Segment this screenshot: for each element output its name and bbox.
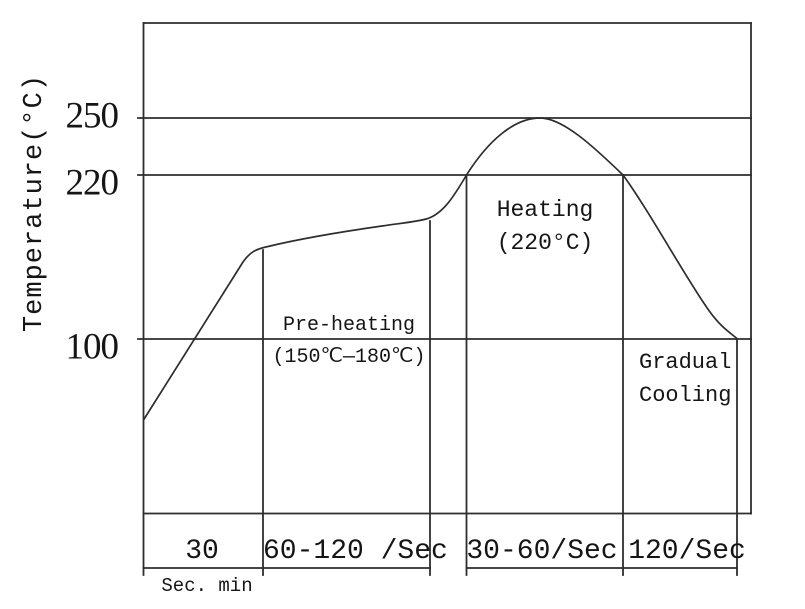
annotation-cooling-line1: Gradual [639,350,732,375]
x-segment-label-cooling-rate: 120/Sec [628,536,746,567]
x-segment-label-ramp: 30 [185,536,219,567]
y-tick-100: 100 [65,326,120,368]
y-tick-220: 220 [65,162,120,204]
x-segment-label-preheating-rate: 60-120 /Sec [263,536,448,567]
annotation-heating-title: Heating [496,197,594,223]
x-segment-label-heating-rate: 30-60/Sec [466,536,618,567]
annotation-heating-range: (220°C) [496,230,594,256]
annotation-preheating-title: Pre-heating [282,314,416,337]
annotation-preheating-range: (150℃—180℃) [272,346,426,369]
temperature-curve [142,117,738,421]
annotation-gradual-cooling: Gradual Cooling [639,346,731,412]
annotation-cooling-line2: Cooling [639,383,732,408]
annotation-heating: Heating (220°C) [467,194,623,260]
x-axis-unit-label: Sec. min [161,575,253,597]
y-tick-250: 250 [65,95,120,137]
annotation-preheating: Pre-heating (150℃—180℃) [263,310,435,374]
